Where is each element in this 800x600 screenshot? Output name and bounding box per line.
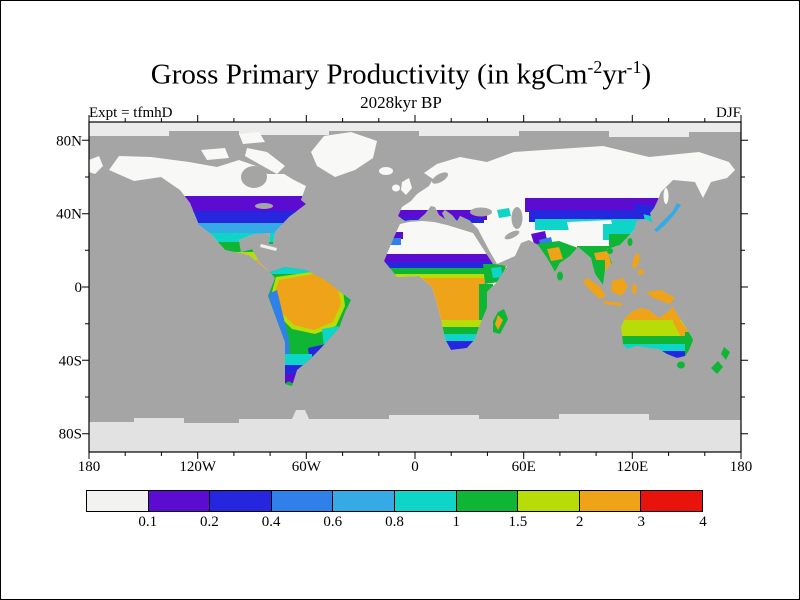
cuba	[260, 244, 277, 251]
lat-axis-label: 40N	[56, 207, 82, 223]
arctic-islands	[201, 132, 285, 174]
colorbar-segment	[332, 491, 394, 511]
colorbar-tick-label: 2	[575, 514, 584, 530]
colorbar-tick-label: 4	[699, 514, 707, 530]
taiwan	[627, 238, 633, 246]
iceland	[379, 167, 393, 175]
lon-axis-label: 0	[411, 459, 419, 475]
japan	[654, 203, 681, 232]
lon-major-ticks	[88, 115, 742, 459]
antarctica-ice	[89, 410, 741, 452]
sri-lanka	[557, 271, 563, 281]
sulawesi	[632, 283, 637, 295]
lon-axis-label: 120W	[179, 459, 217, 475]
colorbar-tick-label: 0.2	[200, 514, 219, 530]
asia-pacific-islands	[557, 188, 681, 306]
title-text: Gross Primary Productivity (in kgCm	[150, 58, 588, 91]
world-map: 80N 40N 0 40S 80S 180 120W 60W 0 60E 120…	[56, 115, 753, 475]
ireland	[392, 184, 400, 192]
colorbar-tick-label: 0.1	[138, 514, 158, 530]
colorbar-segment	[147, 491, 210, 511]
map-area	[89, 122, 741, 452]
sumatra	[583, 278, 606, 299]
title-superscript-exponent: -2	[587, 57, 603, 77]
colorbar-tick-label: 0.4	[261, 514, 281, 530]
new-zealand	[711, 347, 730, 374]
colorbar-tick-label: 0.6	[323, 514, 343, 530]
madagascar-interior	[495, 315, 503, 330]
new-guinea	[646, 290, 675, 304]
colorbar-tick-label: 3	[637, 514, 646, 530]
colorbar-segment	[87, 491, 148, 511]
lon-axis-label: 60E	[512, 459, 536, 475]
lon-minor-ticks	[124, 118, 706, 456]
borneo	[611, 278, 628, 296]
colorbar-labels: 0.1 0.2 0.4 0.6 0.8 1 1.5 2 3 4	[86, 514, 706, 536]
caspian-sea	[511, 207, 523, 229]
colorbar-segment	[393, 491, 456, 511]
title-superscript-exponent-2: -1	[626, 57, 642, 77]
colorbar-tick-label: 1	[452, 514, 460, 530]
colorbar-segment	[455, 491, 518, 511]
colorbar	[86, 490, 703, 512]
greenland	[311, 132, 377, 177]
colorbar-segment	[209, 491, 271, 511]
lat-axis-label: 40S	[59, 353, 82, 369]
colorbar-segment	[578, 491, 641, 511]
lat-minor-ticks	[85, 176, 745, 398]
black-sea	[470, 207, 492, 217]
lat-axis-label: 0	[75, 280, 83, 296]
lat-major-ticks	[82, 139, 748, 435]
colorbar-tick-label: 1.5	[508, 514, 528, 530]
britain	[401, 178, 412, 195]
sakhalin	[663, 188, 669, 204]
colorbar-segment	[270, 491, 333, 511]
colorbar-segment	[517, 491, 579, 511]
season-label: DJF	[715, 105, 741, 121]
mindanao	[638, 269, 644, 275]
baltic-sea	[431, 172, 449, 184]
experiment-label: Expt = tfmhD	[89, 105, 173, 121]
java	[604, 301, 622, 306]
colorbar-tick-label: 0.8	[385, 514, 404, 530]
plot-subtitle: 2028kyr BP	[360, 93, 442, 112]
great-lakes	[255, 203, 273, 209]
inland-seas	[431, 172, 523, 240]
title-units-yr: yr	[602, 58, 627, 91]
tasmania	[677, 361, 685, 369]
lat-axis-label: 80S	[59, 427, 82, 443]
philippines	[632, 253, 640, 269]
title-close-paren: )	[641, 58, 652, 91]
colorbar-segment	[640, 491, 702, 511]
lon-axis-label: 120E	[616, 459, 648, 475]
lon-axis-label: 180	[730, 459, 753, 475]
plot-title: Gross Primary Productivity (in kgCm-2yr-…	[1, 57, 799, 92]
lon-axis-label: 60W	[292, 459, 322, 475]
persian-gulf	[504, 230, 520, 240]
lat-axis-label: 80N	[56, 133, 82, 149]
hudson-bay	[241, 166, 267, 188]
lon-axis-label: 180	[78, 459, 101, 475]
chukotka-edge	[89, 156, 103, 174]
hainan	[607, 248, 613, 254]
